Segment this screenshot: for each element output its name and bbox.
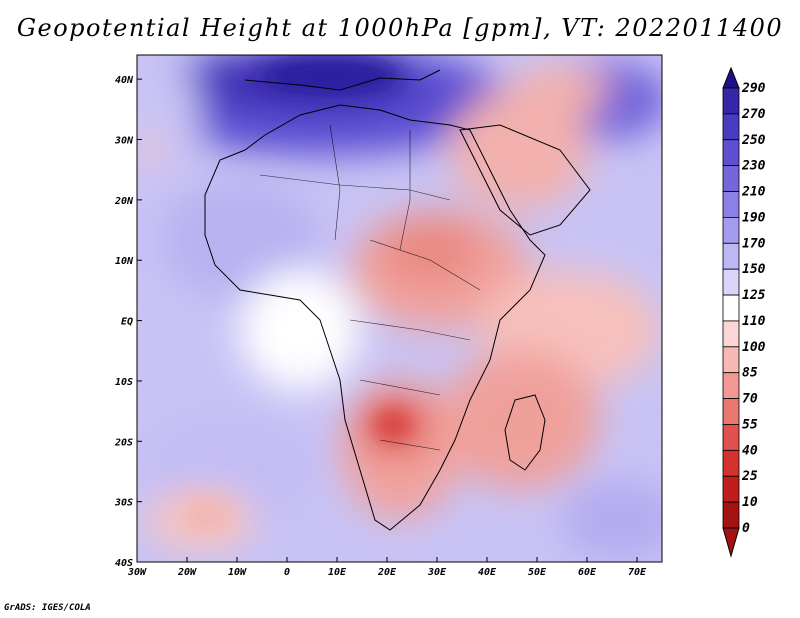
lon-label: 10W [228, 567, 247, 578]
colorbar-label: 290 [741, 81, 766, 96]
colorbar-label: 190 [742, 210, 766, 225]
colorbar-label: 250 [741, 133, 766, 148]
lon-label: 30W [127, 567, 147, 578]
colorbar-label: 40 [742, 443, 758, 458]
lon-label: 70E [628, 567, 647, 578]
lon-label: 60E [578, 567, 597, 578]
colorbar-label: 110 [742, 314, 766, 329]
colorbar-label: 125 [742, 288, 766, 303]
colorbar-label: 70 [742, 392, 758, 407]
colorbar-bottom-arrow [722, 527, 740, 558]
lat-label: 40S [115, 558, 133, 569]
colorbar-swatch [722, 242, 740, 270]
lat-label: 30N [114, 136, 134, 147]
lat-label: 40N [115, 75, 134, 86]
axis-ticks [136, 78, 638, 563]
colorbar-swatch [722, 320, 740, 348]
lon-label: 30E [427, 567, 447, 578]
colorbar-label: 210 [741, 185, 766, 200]
colorbar-label: 85 [742, 366, 758, 381]
longitude-labels: 30W 20W 10W 0 10E 20E 30E 40E 50E 60E 70E [127, 567, 647, 578]
lon-label: 0 [284, 567, 290, 578]
lat-label: 10N [115, 256, 134, 267]
lon-label: 40E [478, 567, 497, 578]
colorbar-label: 55 [742, 417, 758, 432]
colorbar: 2902702502302101901701501251101008570554… [722, 66, 766, 558]
lat-label: EQ [121, 317, 133, 328]
colorbar-swatch [722, 268, 740, 296]
latitude-labels: 40N 30N 20N 10N EQ 10S 20S 30S 40S [114, 75, 134, 569]
colorbar-label: 25 [741, 469, 758, 484]
lat-label: 10S [115, 377, 133, 388]
colorbar-top-arrow [722, 66, 740, 89]
colorbar-swatch [722, 424, 740, 451]
colorbar-swatch [722, 398, 740, 425]
colorbar-label: 10 [742, 495, 758, 510]
colorbar-swatch [722, 475, 740, 503]
lat-label: 20S [114, 437, 133, 448]
colorbar-swatch [722, 217, 740, 244]
credit-text: GrADS: IGES/COLA [4, 603, 91, 613]
map-title: Geopotential Height at 1000hPa [gpm], VT… [16, 14, 784, 42]
colorbar-swatch [722, 501, 740, 529]
colorbar-label: 0 [742, 521, 750, 536]
colorbar-swatch [722, 449, 740, 477]
colorbar-label: 230 [741, 159, 766, 174]
lon-label: 20W [177, 567, 197, 578]
colorbar-swatch [722, 113, 740, 141]
lon-label: 50E [528, 567, 547, 578]
country-borders [259, 124, 481, 451]
colorbar-swatch [722, 87, 740, 115]
colorbar-swatch [722, 191, 740, 218]
colorbar-swatch [722, 294, 740, 322]
colorbar-swatch [722, 139, 740, 167]
colorbar-label: 170 [742, 236, 766, 251]
colorbar-swatch [722, 372, 740, 399]
lon-label: 20E [377, 567, 397, 578]
plot-frame [136, 54, 663, 563]
lat-label: 30S [114, 498, 133, 509]
colorbar-label: 270 [741, 107, 766, 122]
height-field [137, 55, 662, 562]
lat-label: 20N [114, 196, 134, 207]
colorbar-label: 150 [742, 262, 766, 277]
lon-label: 10E [328, 567, 347, 578]
colorbar-swatch [722, 346, 740, 374]
colorbar-swatch [722, 165, 740, 192]
colorbar-label: 100 [742, 340, 766, 355]
coastline [204, 69, 591, 531]
